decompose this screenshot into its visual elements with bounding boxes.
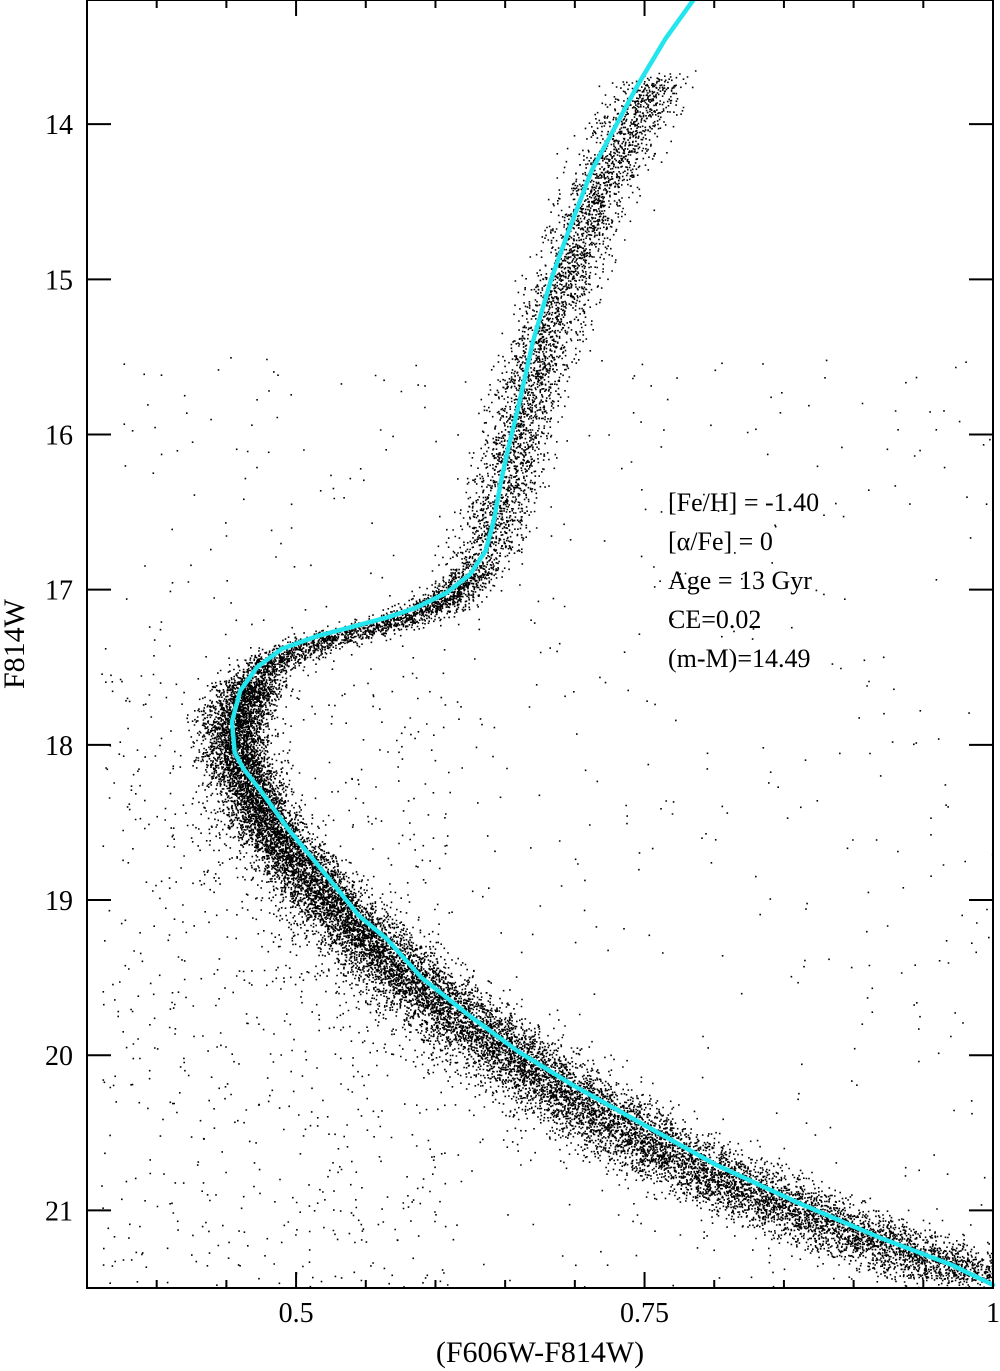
y-axis-title: F814W	[0, 598, 31, 689]
x-tick-label: 0.75	[620, 1298, 669, 1329]
plot-frame	[86, 0, 994, 1289]
y-tick-label: 19	[45, 886, 73, 917]
y-tick-label: 15	[45, 265, 73, 296]
y-tick-label: 18	[45, 731, 73, 762]
annotation-line: (m-M)=14.49	[668, 644, 810, 673]
annotation-block: [Fe/H] = -1.40 [α/Fe] = 0 Age = 13 Gyr CE=0…	[668, 488, 819, 673]
y-tick-label: 21	[45, 1196, 73, 1227]
isochrone-line	[229, 0, 996, 1288]
y-tick-label: 16	[45, 421, 73, 452]
scatter-dots	[101, 64, 994, 1289]
annotation-line: Age = 13 Gyr	[668, 566, 812, 595]
x-tick-label: 0.5	[279, 1298, 314, 1329]
annotation-line: CE=0.02	[668, 605, 761, 634]
scatter-points	[101, 64, 994, 1289]
annotation-line: [Fe/H] = -1.40	[668, 488, 819, 517]
isochrone-layer	[229, 0, 996, 1288]
x-tick-label: 1	[986, 1298, 1000, 1329]
annotation-line: [α/Fe] = 0	[668, 527, 773, 556]
y-tick-label: 17	[45, 576, 73, 607]
y-tick-label: 20	[45, 1041, 73, 1072]
x-axis-title: (F606W-F814W)	[436, 1336, 644, 1369]
tick-labels: 0.5 0.75 1 14 15 16 17 18 19 20 21	[45, 110, 1000, 1329]
axis-ticks	[87, 0, 994, 1288]
y-tick-label: 14	[45, 110, 73, 141]
